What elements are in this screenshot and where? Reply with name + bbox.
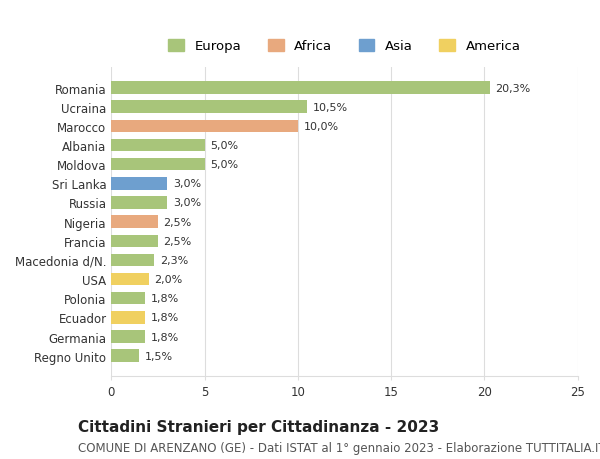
Text: 1,8%: 1,8% [151,313,179,323]
Bar [112,197,167,209]
Text: 1,5%: 1,5% [145,351,173,361]
Text: 1,8%: 1,8% [151,332,179,342]
Legend: Europa, Africa, Asia, America: Europa, Africa, Asia, America [163,34,526,59]
Bar [112,254,154,267]
Text: 5,0%: 5,0% [210,140,238,151]
Bar [112,292,145,305]
Text: Cittadini Stranieri per Cittadinanza - 2023: Cittadini Stranieri per Cittadinanza - 2… [78,419,439,434]
Bar [112,158,205,171]
Text: 2,5%: 2,5% [164,217,192,227]
Bar [112,178,167,190]
Bar [112,82,490,95]
Text: 3,0%: 3,0% [173,179,201,189]
Bar [112,350,139,362]
Bar [112,140,205,152]
Bar [112,120,298,133]
Text: 2,5%: 2,5% [164,236,192,246]
Text: 2,0%: 2,0% [154,274,182,285]
Bar [112,330,145,343]
Text: 2,3%: 2,3% [160,255,188,265]
Bar [112,312,145,324]
Bar [112,216,158,228]
Bar [112,235,158,247]
Text: 20,3%: 20,3% [496,84,531,93]
Text: 1,8%: 1,8% [151,294,179,303]
Text: 10,5%: 10,5% [313,102,348,112]
Text: 3,0%: 3,0% [173,198,201,208]
Bar [112,101,307,114]
Text: 5,0%: 5,0% [210,160,238,170]
Bar [112,273,149,285]
Text: 10,0%: 10,0% [304,122,338,132]
Text: COMUNE DI ARENZANO (GE) - Dati ISTAT al 1° gennaio 2023 - Elaborazione TUTTITALI: COMUNE DI ARENZANO (GE) - Dati ISTAT al … [78,442,600,454]
